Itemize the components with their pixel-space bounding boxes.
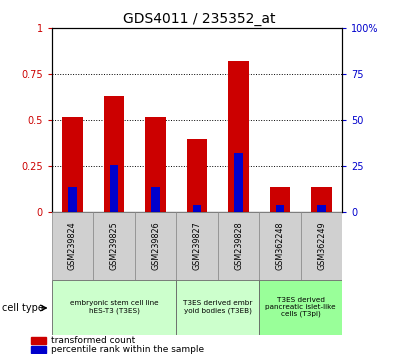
Bar — [103, 96, 124, 212]
Bar — [193, 205, 201, 212]
Text: GSM362249: GSM362249 — [317, 222, 326, 270]
Bar — [276, 205, 284, 212]
Bar — [317, 205, 326, 212]
Bar — [218, 212, 259, 280]
Bar — [52, 212, 93, 280]
Text: GSM239826: GSM239826 — [151, 222, 160, 270]
Bar — [311, 187, 332, 212]
Bar — [62, 117, 83, 212]
Bar — [176, 280, 259, 335]
Text: transformed count: transformed count — [51, 336, 135, 345]
Bar — [31, 337, 45, 344]
Bar — [68, 187, 77, 212]
Bar — [135, 212, 176, 280]
Text: GDS4011 / 235352_at: GDS4011 / 235352_at — [123, 12, 275, 27]
Text: cell type: cell type — [2, 303, 44, 313]
Text: GSM239827: GSM239827 — [193, 222, 201, 270]
Bar — [145, 117, 166, 212]
Text: percentile rank within the sample: percentile rank within the sample — [51, 345, 204, 354]
Bar — [93, 212, 135, 280]
Bar — [234, 154, 243, 212]
Bar — [151, 187, 160, 212]
Bar — [52, 280, 176, 335]
Bar — [259, 212, 301, 280]
Bar — [259, 280, 342, 335]
Text: T3ES derived embr
yoid bodies (T3EB): T3ES derived embr yoid bodies (T3EB) — [183, 300, 252, 314]
Text: GSM239825: GSM239825 — [109, 222, 119, 270]
Bar — [301, 212, 342, 280]
Bar — [228, 62, 249, 212]
Text: GSM239828: GSM239828 — [234, 222, 243, 270]
Bar — [176, 212, 218, 280]
Text: GSM239824: GSM239824 — [68, 222, 77, 270]
Bar — [270, 187, 291, 212]
Bar — [187, 139, 207, 212]
Text: embryonic stem cell line
hES-T3 (T3ES): embryonic stem cell line hES-T3 (T3ES) — [70, 300, 158, 314]
Bar — [110, 165, 118, 212]
Text: GSM362248: GSM362248 — [275, 222, 285, 270]
Text: T3ES derived
pancreatic islet-like
cells (T3pi): T3ES derived pancreatic islet-like cells… — [265, 297, 336, 317]
Bar — [31, 346, 45, 353]
